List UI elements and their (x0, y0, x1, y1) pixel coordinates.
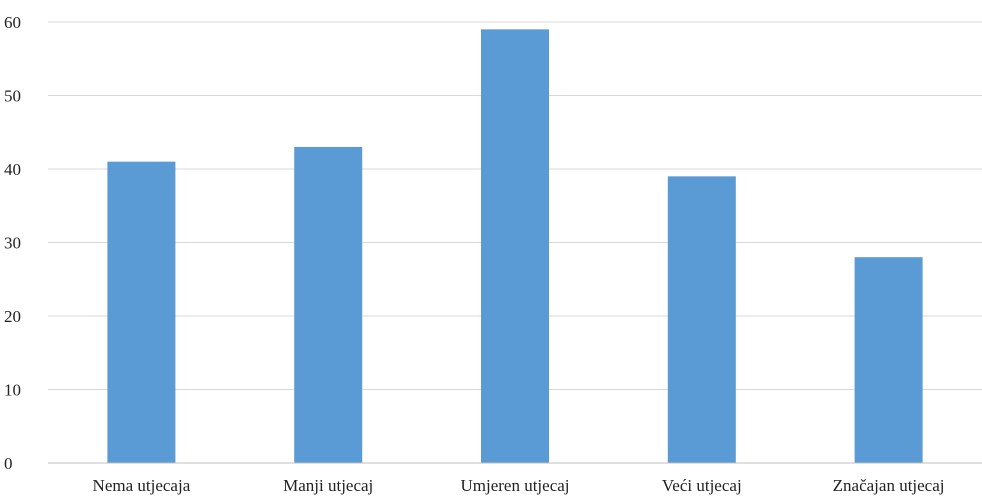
x-tick-label: Nema utjecaja (93, 476, 191, 495)
bar-manji-utjecaj (294, 146, 363, 463)
x-tick-label: Veći utjecaj (662, 476, 742, 495)
x-tick-label: Umjeren utjecaj (460, 476, 569, 495)
y-axis-ticks: 0 10 20 30 40 50 60 (4, 13, 21, 473)
y-tick-label: 50 (4, 87, 21, 106)
y-tick-label: 20 (4, 307, 21, 326)
bar-zna-ajan-utjecaj (854, 257, 923, 463)
y-tick-label: 0 (4, 454, 13, 473)
x-tick-label: Manji utjecaj (283, 476, 373, 495)
y-tick-label: 40 (4, 160, 21, 179)
bars (107, 29, 923, 463)
y-tick-label: 10 (4, 381, 21, 400)
x-axis-labels: Nema utjecaja Manji utjecaj Umjeren utjeca… (93, 476, 945, 495)
bar-nema-utjecaja (107, 161, 176, 463)
y-tick-label: 30 (4, 234, 21, 253)
bar-ve-i-utjecaj (667, 176, 736, 463)
y-tick-label: 60 (4, 13, 21, 32)
x-tick-label: Značajan utjecaj (833, 476, 945, 495)
bar-umjeren-utjecaj (481, 29, 549, 463)
